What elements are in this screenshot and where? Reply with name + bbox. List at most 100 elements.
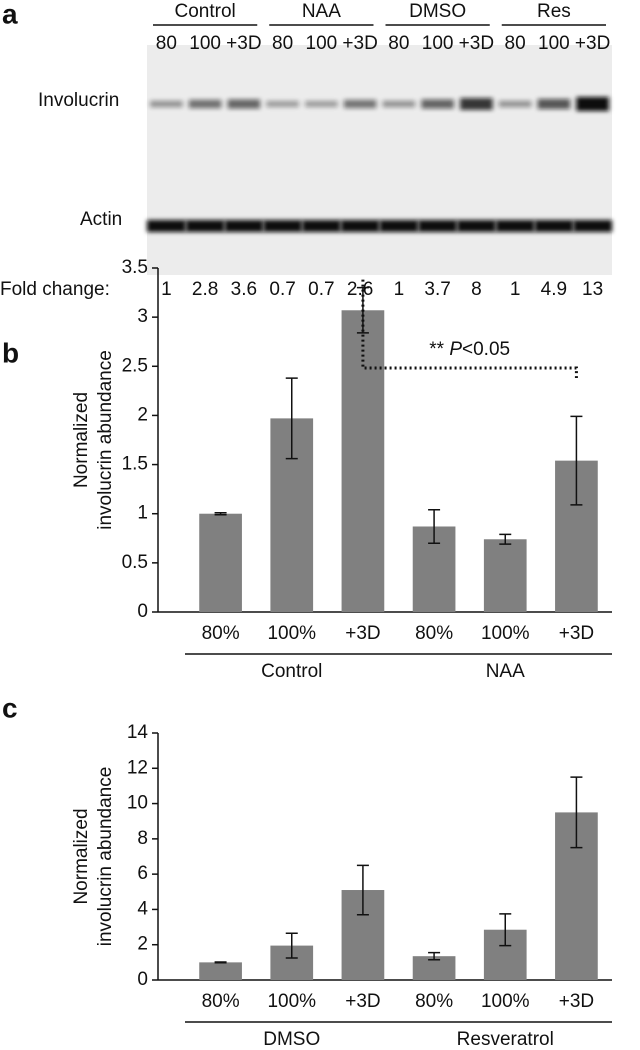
lane-label: 80 <box>388 33 409 54</box>
lane-label: +3D <box>226 33 261 54</box>
y-tick-label: 0 <box>137 969 148 990</box>
lane-label: +3D <box>459 33 494 54</box>
panel-label: b <box>2 337 19 368</box>
lane-label: 100 <box>306 33 338 54</box>
lane-label: 100 <box>189 33 221 54</box>
involucrin-band <box>343 99 377 109</box>
y-tick-label: 0.5 <box>122 552 148 573</box>
involucrin-band <box>188 99 222 109</box>
actin-band <box>534 220 574 232</box>
fold-value: 1 <box>510 279 521 300</box>
error-bar <box>214 511 227 516</box>
involucrin-band <box>421 99 454 109</box>
group-label: Res <box>537 1 571 22</box>
fold-value: 8 <box>471 279 482 300</box>
y-tick-label: 12 <box>127 757 148 778</box>
group-label: NAA <box>302 1 341 22</box>
bar <box>199 513 242 612</box>
row-label: Actin <box>80 209 122 230</box>
y-tick-label: 3.5 <box>122 257 148 278</box>
y-axis-label: Normalized <box>71 392 92 488</box>
bar <box>199 962 242 980</box>
error-bar <box>570 415 583 506</box>
fold-label: Fold change: <box>0 279 110 300</box>
actin-band <box>302 220 341 232</box>
fold-value: 0.7 <box>269 279 295 300</box>
group-label: DMSO <box>409 1 466 22</box>
bar <box>483 539 527 612</box>
group-label: NAA <box>486 661 525 682</box>
x-tick-label: 80% <box>202 991 240 1012</box>
y-tick-label: 8 <box>137 828 148 849</box>
fold-value: 1 <box>394 279 405 300</box>
x-tick-label: 100% <box>267 991 316 1012</box>
fold-value: 4.9 <box>541 279 567 300</box>
annotation-part: P <box>449 339 462 360</box>
x-tick-label: 100% <box>481 991 530 1012</box>
y-tick-label: 4 <box>137 898 148 919</box>
lane-label: 80 <box>272 33 293 54</box>
x-tick-label: 80% <box>415 991 453 1012</box>
x-tick-label: +3D <box>345 623 380 644</box>
y-tick-label: 1 <box>137 503 148 524</box>
x-tick-label: 80% <box>202 623 240 644</box>
y-axis-label: Normalized <box>71 808 92 904</box>
x-tick-label: 100% <box>267 623 316 644</box>
involucrin-band <box>150 100 183 108</box>
y-tick-label: 6 <box>137 863 148 884</box>
lane-label: 100 <box>422 33 454 54</box>
group-label: DMSO <box>263 1029 320 1050</box>
x-tick-label: 80% <box>415 623 453 644</box>
y-tick-label: 3 <box>137 306 148 327</box>
fold-value: 2.6 <box>347 279 373 300</box>
involucrin-band <box>460 98 493 110</box>
annotation-part: <0.05 <box>462 339 510 360</box>
involucrin-band <box>227 99 261 109</box>
lane-label: 80 <box>505 33 526 54</box>
group-label: Resveratrol <box>457 1029 554 1050</box>
error-bar <box>285 932 298 959</box>
y-tick-label: 0 <box>137 601 148 622</box>
y-axis-label: involucrin abundance <box>95 767 116 947</box>
involucrin-band <box>266 100 299 108</box>
actin-band <box>573 220 612 232</box>
y-tick-label: 1.5 <box>122 454 148 475</box>
error-bar <box>499 533 512 545</box>
y-tick-label: 10 <box>127 793 148 814</box>
group-label: Control <box>175 1 236 22</box>
panel-label: a <box>2 0 18 29</box>
actin-band <box>418 220 457 232</box>
actin-band <box>379 220 419 232</box>
x-tick-label: +3D <box>345 991 380 1012</box>
significance-label: ** P<0.05 <box>429 339 510 360</box>
actin-band <box>185 220 225 232</box>
actin-band <box>263 220 302 232</box>
y-tick-label: 14 <box>127 722 149 743</box>
y-tick-label: 2.5 <box>122 355 148 376</box>
row-label: Involucrin <box>38 90 119 111</box>
fold-value: 0.7 <box>308 279 334 300</box>
bar <box>412 956 456 980</box>
panel-label: c <box>2 692 18 723</box>
annotation-part: ** <box>429 339 449 360</box>
error-bar <box>356 864 369 916</box>
group-label: Control <box>261 661 322 682</box>
x-tick-label: +3D <box>559 623 594 644</box>
y-axis-label: involucrin abundance <box>95 350 116 530</box>
lane-label: 100 <box>538 33 570 54</box>
lane-label: +3D <box>575 33 610 54</box>
error-bar <box>499 913 512 947</box>
fold-value: 3.7 <box>424 279 450 300</box>
fold-value: 3.6 <box>231 279 257 300</box>
fold-value: 1 <box>161 279 172 300</box>
involucrin-band <box>305 100 338 108</box>
involucrin-band <box>382 100 416 108</box>
fold-value: 2.8 <box>192 279 218 300</box>
involucrin-band <box>537 98 571 110</box>
actin-band <box>457 220 496 232</box>
error-bar <box>214 961 227 964</box>
actin-band <box>495 220 535 232</box>
lane-label: 80 <box>156 33 177 54</box>
y-tick-label: 2 <box>137 934 148 955</box>
